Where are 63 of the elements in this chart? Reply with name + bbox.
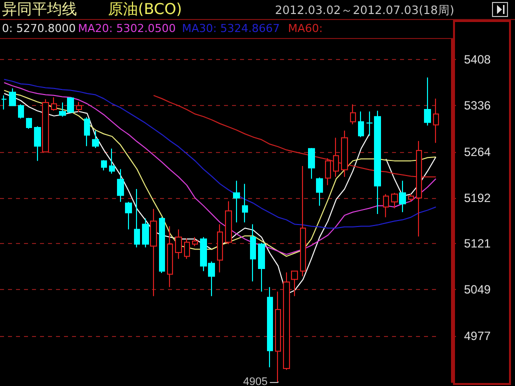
line-series bbox=[153, 94, 436, 178]
candlestick bbox=[184, 238, 190, 260]
text: MA60: bbox=[288, 22, 323, 35]
candlestick bbox=[358, 110, 364, 138]
candlestick bbox=[341, 130, 348, 178]
text: MA30: 5324.8667 bbox=[182, 22, 280, 35]
candlestick bbox=[192, 236, 198, 247]
candlestick bbox=[9, 88, 16, 106]
y-tick-label: 5408 bbox=[464, 52, 492, 67]
candlestick bbox=[159, 216, 165, 274]
candlestick bbox=[291, 270, 298, 297]
chart-title: 原油(BCO) bbox=[108, 0, 182, 19]
candlestick bbox=[350, 104, 356, 125]
y-tick-label: 5192 bbox=[464, 191, 492, 205]
candlestick bbox=[283, 272, 290, 370]
candlestick bbox=[167, 226, 173, 288]
candlestick bbox=[175, 228, 182, 260]
candlestick bbox=[51, 96, 57, 112]
text: 0: 5270.8000 bbox=[2, 22, 76, 35]
candlestick bbox=[333, 137, 339, 178]
candlestick bbox=[433, 98, 439, 144]
y-tick-label: 5049 bbox=[464, 282, 492, 297]
y-tick-label: 4977 bbox=[464, 328, 492, 343]
candlestick bbox=[101, 160, 107, 171]
candlestick bbox=[416, 140, 422, 237]
candlestick bbox=[258, 242, 265, 292]
y-tick-label: 5264 bbox=[464, 144, 492, 159]
candlestick bbox=[18, 104, 24, 119]
candlestick bbox=[1, 94, 7, 110]
candlestick bbox=[109, 148, 115, 174]
text: 异同平均线 bbox=[2, 0, 77, 19]
candlestick bbox=[217, 224, 223, 273]
candlestick bbox=[134, 188, 140, 248]
candlestick bbox=[125, 201, 132, 230]
chart-subtitle: 2012.03.02～2012.07.03(18周) bbox=[275, 3, 454, 18]
candlestick bbox=[92, 130, 99, 148]
candlestick bbox=[424, 76, 431, 126]
candlestick bbox=[316, 176, 323, 206]
y-tick-label: 5336 bbox=[464, 98, 492, 113]
candlestick bbox=[383, 194, 389, 218]
candlestick bbox=[117, 168, 124, 202]
candlestick bbox=[142, 218, 149, 248]
candlestick bbox=[233, 180, 240, 223]
candlestick bbox=[300, 165, 306, 277]
candlestick bbox=[150, 208, 157, 297]
candlestick bbox=[26, 117, 32, 130]
candlestick bbox=[408, 194, 414, 202]
candlestick bbox=[399, 180, 406, 213]
candlestick bbox=[250, 224, 256, 282]
candlestick bbox=[391, 192, 398, 209]
candlestick bbox=[242, 183, 248, 223]
candlestick bbox=[308, 147, 315, 180]
annotation: 4905 bbox=[243, 376, 268, 386]
text: MA20: 5302.0500 bbox=[78, 22, 176, 35]
candlestick bbox=[325, 158, 331, 186]
candlestick bbox=[225, 200, 232, 245]
candlestick bbox=[42, 98, 49, 152]
candlestick bbox=[267, 286, 273, 368]
candlestick bbox=[34, 126, 41, 162]
candlestick bbox=[84, 116, 90, 147]
y-tick-label: 5121 bbox=[464, 236, 492, 251]
candlestick bbox=[76, 101, 82, 113]
line-series bbox=[4, 78, 436, 229]
